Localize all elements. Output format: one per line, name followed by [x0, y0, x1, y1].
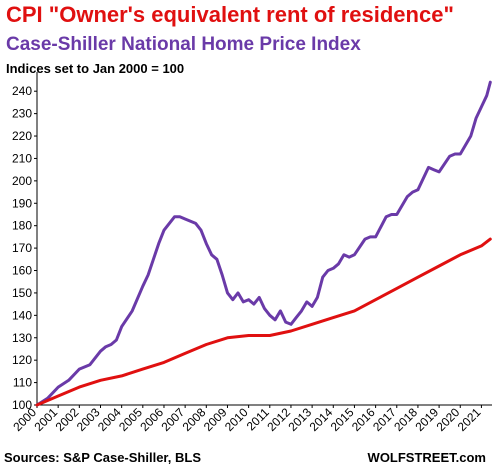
y-tick-label: 130 — [12, 331, 32, 345]
chart-title: CPI "Owner's equivalent rent of residenc… — [6, 2, 454, 27]
brand-label: WOLFSTREET.com — [367, 450, 486, 465]
index-note: Indices set to Jan 2000 = 100 — [6, 61, 185, 76]
y-tick-label: 230 — [12, 107, 32, 121]
oer-cpi-line — [35, 237, 492, 407]
y-tick-label: 190 — [12, 196, 32, 210]
source-note: Sources: S&P Case-Shiller, BLS — [4, 450, 201, 465]
y-tick-label: 150 — [12, 286, 32, 300]
x-tick-labels: 2000200120022003200420052006200720082009… — [10, 405, 483, 434]
y-tick-label: 180 — [12, 219, 32, 233]
chart-subtitle: Case-Shiller National Home Price Index — [6, 34, 361, 55]
y-tick-labels: 100 110 120 130 140 150 160 170 180 190 200 210 220 2… — [12, 84, 32, 412]
y-tick-label: 140 — [12, 308, 32, 322]
y-tick-label: 120 — [12, 353, 32, 367]
y-tick-label: 160 — [12, 264, 32, 278]
y-tick-label: 170 — [12, 241, 32, 255]
y-tick-label: 110 — [13, 376, 32, 390]
y-tick-label: 210 — [12, 151, 32, 165]
series-lines — [35, 80, 492, 407]
chart-axes — [34, 72, 492, 408]
y-tick-label: 220 — [12, 129, 32, 143]
home-price-index-line — [35, 80, 492, 407]
x-tick-label: 2021 — [455, 405, 484, 434]
y-tick-label: 200 — [12, 174, 32, 188]
y-tick-label: 100 — [12, 398, 32, 412]
y-tick-label: 240 — [12, 84, 32, 98]
